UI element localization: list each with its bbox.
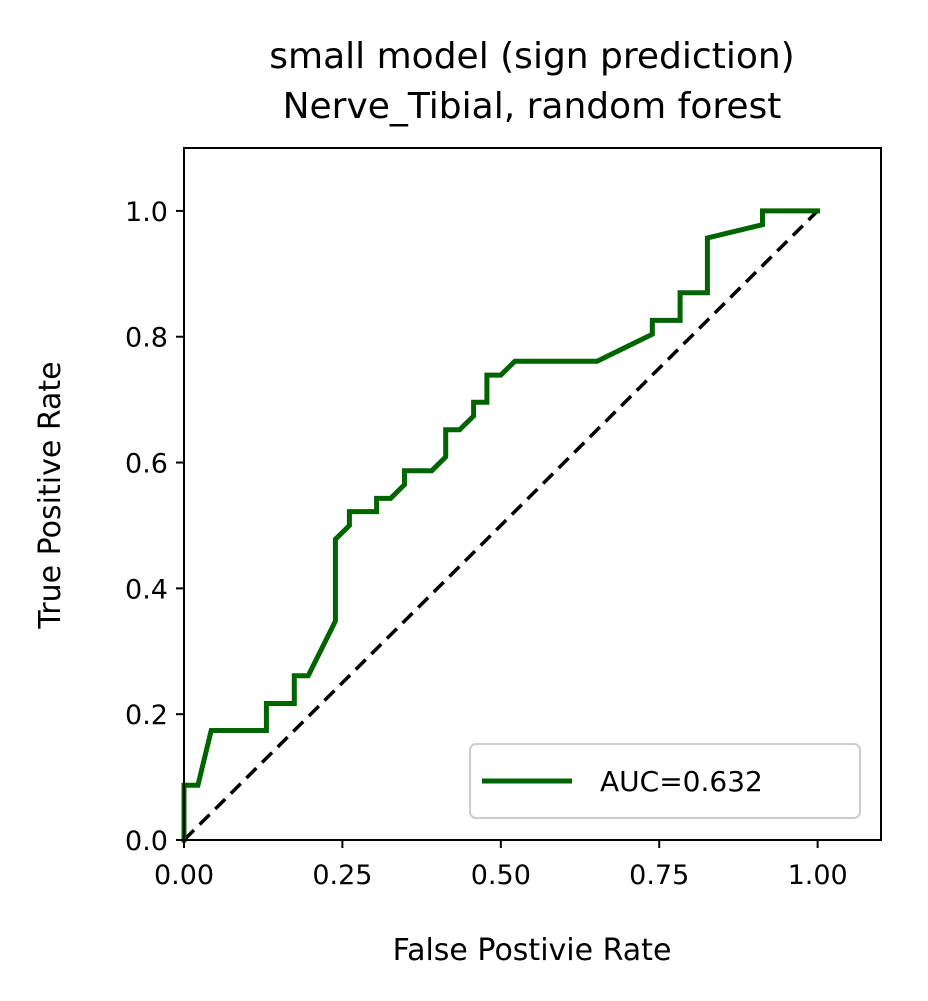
y-axis-label: True Positive Rate [33,361,68,629]
x-tick-label: 0.00 [154,860,214,891]
chart-title: small model (sign prediction) [269,36,794,77]
axes-frame [183,147,882,841]
legend-label: AUC=0.632 [600,765,763,798]
y-tick-label: 0.4 [125,574,168,605]
reference-diagonal-line [182,209,819,842]
y-axis-ticks: 0.0 0.2 0.4 0.6 0.8 1.0 [125,197,184,857]
x-tick-label: 1.00 [788,860,848,891]
chart-subtitle: Nerve_Tibial, random forest [283,86,782,127]
plot-area [181,147,882,843]
x-tick-label: 0.25 [312,860,372,891]
y-tick-label: 0.6 [125,449,168,480]
legend: AUC=0.632 [469,743,861,819]
legend-box [469,743,861,819]
x-axis-label: False Postivie Rate [393,933,672,968]
y-tick-label: 0.2 [125,700,168,731]
x-axis-ticks: 0.00 0.25 0.50 0.75 1.00 [154,840,848,891]
y-tick-label: 1.0 [125,197,168,228]
x-tick-label: 0.50 [471,860,531,891]
y-tick-label: 0.8 [125,323,168,354]
x-tick-label: 0.75 [629,860,689,891]
y-tick-label: 0.0 [125,826,168,857]
roc-curve-series-0 [181,208,821,843]
